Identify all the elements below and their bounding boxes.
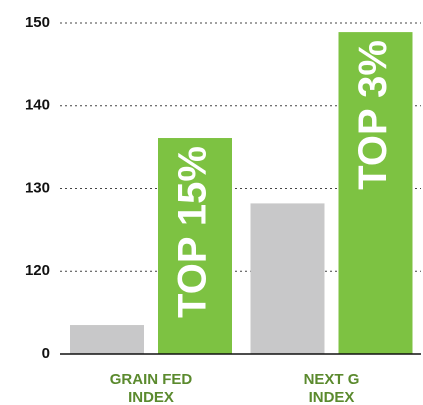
x-tick-label: INDEX bbox=[128, 389, 174, 405]
value-label: TOP 3% bbox=[351, 40, 395, 190]
x-tick-label: GRAIN FED bbox=[110, 371, 193, 388]
y-tick-label: 120 bbox=[25, 262, 50, 279]
y-tick-label: 130 bbox=[25, 179, 50, 196]
bar bbox=[338, 32, 413, 354]
y-tick-label: 0 bbox=[42, 345, 50, 362]
value-label: TOP 15% bbox=[171, 146, 215, 318]
bar bbox=[250, 203, 325, 354]
y-tick-label: 140 bbox=[25, 97, 50, 114]
x-tick-label: INDEX bbox=[309, 389, 355, 405]
bar bbox=[158, 138, 232, 354]
bar bbox=[70, 325, 144, 354]
y-tick-label: 150 bbox=[25, 14, 50, 31]
x-tick-label: NEXT G bbox=[304, 371, 360, 388]
